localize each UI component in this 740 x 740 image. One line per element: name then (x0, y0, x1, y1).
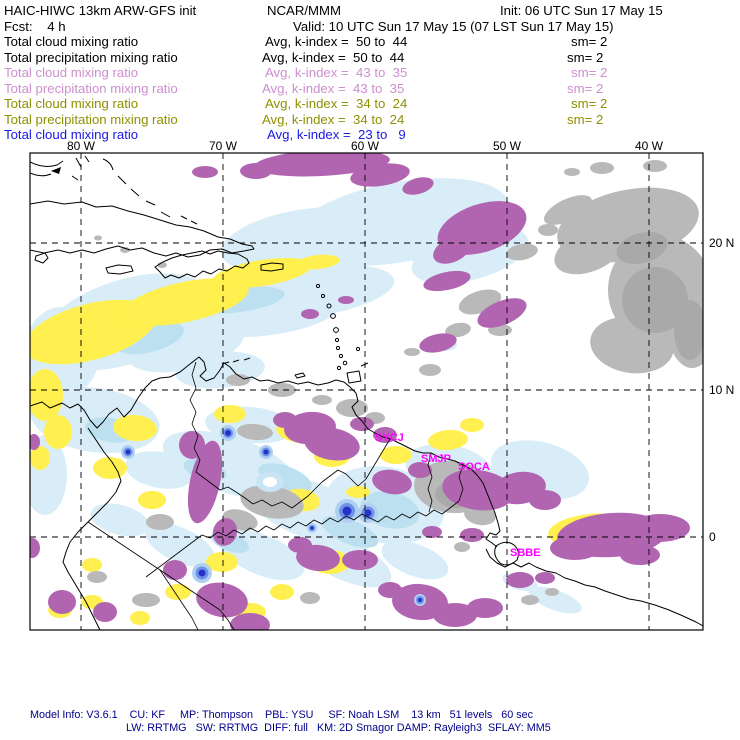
valid-time: Valid: 10 UTC Sun 17 May 15 (07 LST Sun … (293, 18, 614, 34)
legend-field: Total precipitation mixing ratio (4, 80, 178, 96)
legend-row: Total cloud mixing ratio Avg, k-index = … (0, 96, 740, 111)
legend-stat: Avg, k-index = 50 to 44 (265, 34, 408, 49)
model-info-line1: Model Info: V3.6.1 CU: KF MP: Thompson P… (30, 709, 534, 721)
station-label-smjp: SMJP (421, 453, 451, 465)
legend-smooth: sm= 2 (567, 111, 604, 127)
legend-field: Total cloud mixing ratio (4, 65, 139, 80)
legend-field: Total precipitation mixing ratio (4, 49, 178, 65)
init-time: Init: 06 UTC Sun 17 May 15 (500, 3, 663, 18)
convective-cores (121, 425, 426, 606)
lon-label-60w: 60 W (351, 139, 380, 153)
legend-field: Total cloud mixing ratio (4, 127, 139, 142)
legend-stat: Avg, k-index = 43 to 35 (265, 65, 408, 80)
lat-axis: 20 N 10 N 0 (709, 236, 734, 544)
legend-smooth: sm= 2 (567, 80, 604, 96)
fill-purple (30, 153, 690, 630)
center-name: NCAR/MMM (267, 3, 341, 18)
legend-smooth: sm= 2 (571, 96, 608, 111)
legend-field: Total cloud mixing ratio (4, 96, 139, 111)
legend-row: Total precipitation mixing ratio Avg, k-… (0, 112, 740, 127)
lat-label-20n: 20 N (709, 236, 734, 250)
fcst-row: Fcst: 4 h Valid: 10 UTC Sun 17 May 15 (0… (0, 19, 740, 34)
coastlines (30, 155, 703, 630)
legend-stat: Avg, k-index = 34 to 24 (262, 111, 405, 127)
lon-axis: 80 W 70 W 60 W 50 W 40 W (67, 139, 664, 153)
legend-smooth: sm= 2 (571, 65, 608, 80)
country-borders (87, 361, 464, 630)
legend-field: Total precipitation mixing ratio (4, 111, 178, 127)
legend-row: Total cloud mixing ratio Avg, k-index = … (0, 34, 740, 49)
station-labels: SYCJ SMJP SOCA SBBE (375, 432, 541, 559)
map-border (29, 152, 704, 631)
station-label-soca: SOCA (458, 461, 490, 473)
legend-stat: Avg, k-index = 50 to 44 (262, 49, 405, 65)
model-info-line2: LW: RRTMG SW: RRTMG DIFF: full KM: 2D Sm… (126, 722, 551, 734)
lat-label-0: 0 (709, 530, 716, 544)
legend-row: Total precipitation mixing ratio Avg, k-… (0, 50, 740, 65)
station-label-sbbe: SBBE (510, 547, 541, 559)
legend-stat: Avg, k-index = 23 to 9 (267, 127, 406, 142)
legend-row: Total cloud mixing ratio Avg, k-index = … (0, 65, 740, 80)
lon-label-70w: 70 W (209, 139, 238, 153)
title-row: HAIC-HIWC 13km ARW-GFS init NCAR/MMM Ini… (0, 3, 740, 18)
model-title: HAIC-HIWC 13km ARW-GFS init (4, 3, 197, 18)
lat-label-10n: 10 N (709, 383, 734, 397)
fcst-hour: Fcst: 4 h (4, 18, 66, 34)
legend-smooth: sm= 2 (567, 49, 604, 65)
legend-row: Total cloud mixing ratio Avg, k-index = … (0, 127, 740, 142)
legend-field: Total cloud mixing ratio (4, 34, 139, 49)
legend-row: Total precipitation mixing ratio Avg, k-… (0, 81, 740, 96)
legend-stat: Avg, k-index = 43 to 35 (262, 80, 405, 96)
lon-label-50w: 50 W (493, 139, 522, 153)
lon-label-40w: 40 W (635, 139, 664, 153)
legend-stat: Avg, k-index = 34 to 24 (265, 96, 408, 111)
grid (30, 153, 703, 630)
station-label-sycj: SYCJ (375, 432, 404, 444)
legend-smooth: sm= 2 (571, 34, 608, 49)
lon-label-80w: 80 W (67, 139, 96, 153)
